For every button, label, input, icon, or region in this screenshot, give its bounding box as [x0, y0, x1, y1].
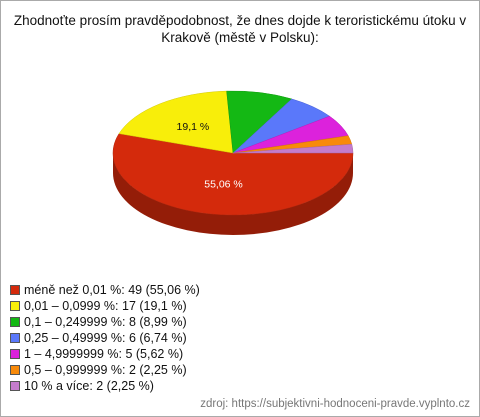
legend-item: 0,01 – 0,0999 %: 17 (19,1 %) [10, 298, 200, 314]
legend-label: 0,25 – 0,49999 %: 6 (6,74 %) [24, 331, 187, 345]
legend-item: 1 – 4,9999999 %: 5 (5,62 %) [10, 346, 200, 362]
legend-item: 10 % a více: 2 (2,25 %) [10, 378, 200, 394]
slice [232, 144, 354, 154]
legend: méně než 0,01 %: 49 (55,06 %) 0,01 – 0,09… [10, 282, 200, 394]
slice [118, 90, 234, 154]
legend-item: 0,5 – 0,999999 %: 2 (2,25 %) [10, 362, 200, 378]
chart-title: Zhodnoťte prosím pravděpodobnost, že dne… [13, 13, 467, 45]
legend-label: méně než 0,01 %: 49 (55,06 %) [24, 283, 200, 297]
legend-item: méně než 0,01 %: 49 (55,06 %) [10, 282, 200, 298]
legend-swatch [10, 285, 20, 295]
legend-label: 10 % a více: 2 (2,25 %) [24, 379, 154, 393]
legend-swatch [10, 365, 20, 375]
legend-label: 0,1 – 0,249999 %: 8 (8,99 %) [24, 315, 187, 329]
legend-label: 0,01 – 0,0999 %: 17 (19,1 %) [24, 299, 187, 313]
data-label: 55,06 % [204, 179, 243, 191]
source: zdroj: https://subjektivni-hodnoceni-pra… [200, 398, 470, 410]
legend-swatch [10, 317, 20, 327]
slice-side [113, 153, 353, 235]
slice [112, 133, 354, 216]
legend-item: 0,1 – 0,249999 %: 8 (8,99 %) [10, 314, 200, 330]
pie-area: 55,06 % 19,1 % [112, 90, 354, 235]
legend-item: 0,25 – 0,49999 %: 6 (6,74 %) [10, 330, 200, 346]
legend-label: 0,5 – 0,999999 %: 2 (2,25 %) [24, 363, 187, 377]
legend-swatch [10, 381, 20, 391]
legend-swatch [10, 349, 20, 359]
legend-swatch [10, 333, 20, 343]
data-label: 19,1 % [177, 121, 210, 133]
legend-label: 1 – 4,9999999 %: 5 (5,62 %) [24, 347, 184, 361]
legend-swatch [10, 301, 20, 311]
